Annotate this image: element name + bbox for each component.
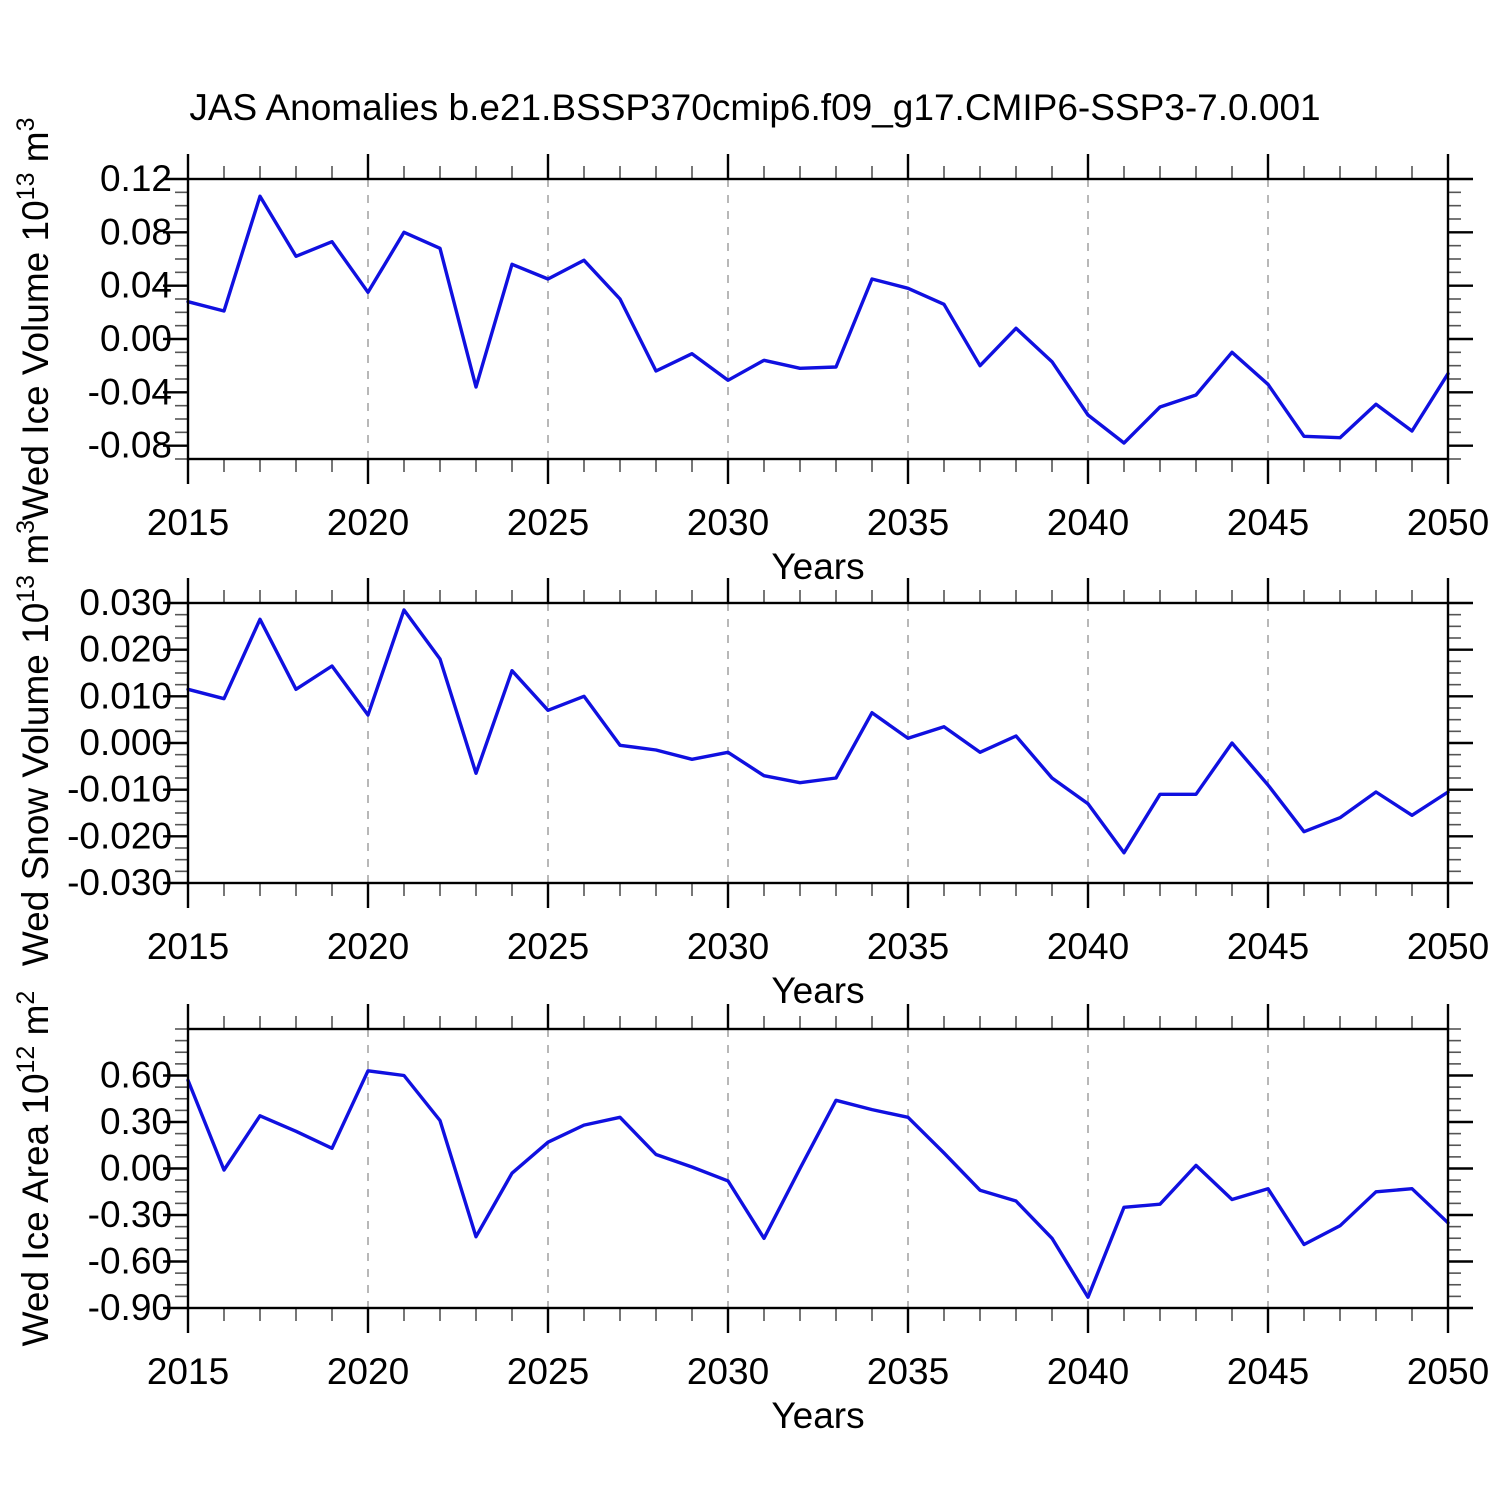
y-tick-label: 0.30 (100, 1101, 172, 1142)
x-tick-label-2025: 2025 (507, 502, 589, 543)
y-tick-label: -0.30 (88, 1194, 172, 1235)
x-tick-label-2040: 2040 (1047, 502, 1129, 543)
y-tick-label: 0.04 (100, 265, 172, 306)
y-tick-label: 0.00 (100, 1148, 172, 1189)
x-tick-label-2050: 2050 (1407, 926, 1489, 967)
y-tick-label: -0.04 (88, 371, 172, 412)
x-tick-label-2050: 2050 (1407, 502, 1489, 543)
panel-wed-snow-volume: 2015 2020 2025 2030 2035 2040 2045 2050 0.030 0.0… (12, 520, 1489, 1011)
x-tick-label-2015: 2015 (147, 1351, 229, 1392)
x-tick-label-2020: 2020 (327, 926, 409, 967)
x-tick-label-2025: 2025 (507, 1351, 589, 1392)
series-line-wed-ice-area (186, 1069, 1450, 1299)
x-tick-label-2045: 2045 (1227, 502, 1309, 543)
x-tick-label-2045: 2045 (1227, 1351, 1309, 1392)
x-tick-label-2020: 2020 (327, 502, 409, 543)
x-tick-label-2030: 2030 (687, 926, 769, 967)
x-tick-label-2030: 2030 (687, 1351, 769, 1392)
x-tick-label-2040: 2040 (1047, 1351, 1129, 1392)
x-tick-label-2035: 2035 (867, 926, 949, 967)
panel-border (186, 177, 1450, 461)
y-tick-label: -0.010 (67, 769, 172, 810)
y-tick-label: 0.00 (100, 318, 172, 359)
figure-title: JAS Anomalies b.e21.BSSP370cmip6.f09_g17… (189, 87, 1320, 128)
y-axis-title: Wed Ice Area 1012 m2 (12, 991, 56, 1347)
x-tick-label-2030: 2030 (687, 502, 769, 543)
x-tick-label-2025: 2025 (507, 926, 589, 967)
series-line-wed-ice-volume (186, 194, 1450, 445)
x-tick-label-2015: 2015 (147, 502, 229, 543)
x-tick-label-2020: 2020 (327, 1351, 409, 1392)
y-tick-label: 0.60 (100, 1055, 172, 1096)
y-tick-label: 0.030 (79, 582, 172, 623)
y-tick-label: 0.010 (79, 675, 172, 716)
panel-border (186, 1027, 1450, 1310)
y-tick-label: -0.60 (88, 1241, 172, 1282)
y-tick-label: 0.12 (100, 158, 172, 199)
x-tick-label-2015: 2015 (147, 926, 229, 967)
x-tick-label-2035: 2035 (867, 1351, 949, 1392)
x-tick-label-2050: 2050 (1407, 1351, 1489, 1392)
panel-wed-ice-volume: 2015 2020 2025 2030 2035 2040 2045 2050 0.12 0.08… (12, 117, 1489, 587)
y-tick-label: -0.90 (88, 1287, 172, 1328)
x-tick-label-2035: 2035 (867, 502, 949, 543)
y-tick-label: -0.020 (67, 815, 172, 856)
x-axis-title: Years (771, 546, 864, 587)
y-tick-label: -0.030 (67, 862, 172, 903)
y-axis-title: Wed Snow Volume 1013 m3 (12, 520, 56, 966)
x-tick-label-2045: 2045 (1227, 926, 1309, 967)
panel-border (186, 601, 1450, 885)
y-axis-title: Wed Ice Volume 1013 m3 (12, 117, 56, 520)
y-tick-label: -0.08 (88, 425, 172, 466)
x-axis-title: Years (771, 970, 864, 1011)
y-tick-label: 0.08 (100, 211, 172, 252)
y-tick-label: 0.020 (79, 629, 172, 670)
panel-wed-ice-area: 2015 2020 2025 2030 2035 2040 2045 2050 0.60 0.30… (12, 991, 1489, 1436)
y-tick-label: 0.000 (79, 722, 172, 763)
x-tick-label-2040: 2040 (1047, 926, 1129, 967)
x-axis-title: Years (771, 1395, 864, 1436)
series-line-wed-snow-volume (186, 608, 1450, 855)
